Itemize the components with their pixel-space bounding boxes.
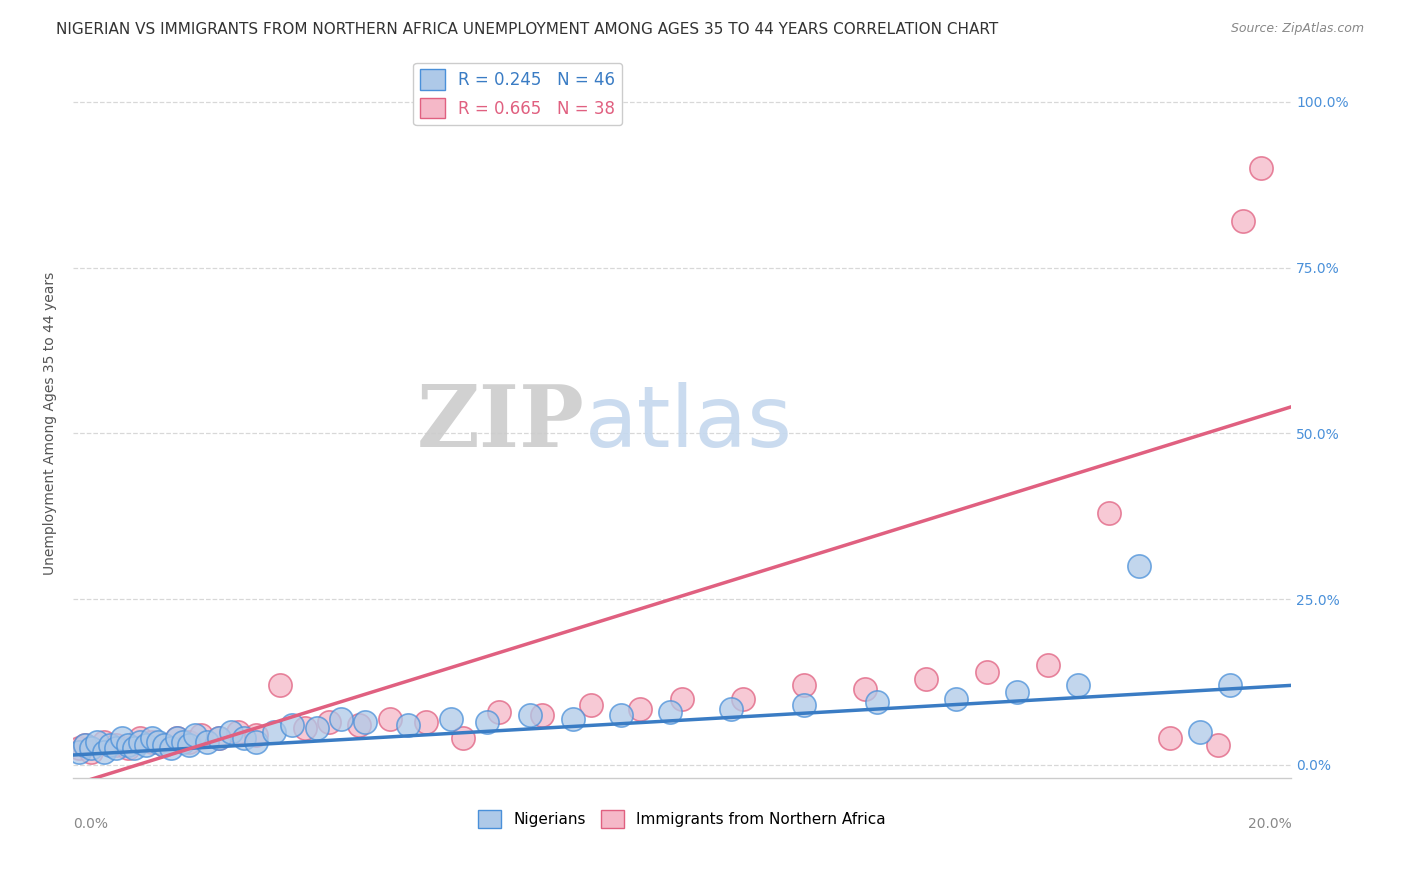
Point [67,741,90,756]
Text: NIGERIAN VS IMMIGRANTS FROM NORTHERN AFRICA UNEMPLOYMENT AMONG AGES 35 TO 44 YEA: NIGERIAN VS IMMIGRANTS FROM NORTHERN AFR… [56,22,998,37]
Point [177,738,200,752]
Point [945,691,967,706]
Point [232,731,254,746]
Point [378,712,401,726]
Point [80,741,103,756]
Point [610,708,633,723]
Point [853,681,876,696]
Point [184,728,207,742]
Point [190,728,212,742]
Point [1036,658,1059,673]
Y-axis label: Unemployment Among Ages 35 to 44 years: Unemployment Among Ages 35 to 44 years [44,272,58,575]
Point [1219,678,1241,692]
Point [720,701,742,715]
Point [1250,161,1272,175]
Point [67,745,90,759]
Point [915,672,938,686]
Point [396,718,419,732]
Point [531,708,554,723]
Point [793,698,815,713]
Point [1188,724,1211,739]
Point [93,745,115,759]
Point [245,735,267,749]
Point [1005,685,1028,699]
Point [117,741,139,756]
Point [1097,506,1119,520]
Point [1206,738,1229,752]
Point [153,738,176,752]
Legend: Nigerians, Immigrants from Northern Africa: Nigerians, Immigrants from Northern Afri… [472,804,893,834]
Point [208,731,231,746]
Point [1232,214,1254,228]
Point [166,731,188,746]
Point [129,731,152,746]
Point [415,714,437,729]
Point [793,678,815,692]
Point [305,722,328,736]
Point [866,695,889,709]
Point [245,728,267,742]
Point [263,724,285,739]
Point [208,731,231,746]
Point [628,701,651,715]
Point [141,735,163,749]
Point [281,718,304,732]
Point [172,735,194,749]
Point [976,665,998,679]
Point [75,738,97,752]
Point [195,735,218,749]
Point [519,708,541,723]
Point [318,714,340,729]
Point [349,718,371,732]
Point [141,731,163,746]
Point [659,705,682,719]
Point [330,712,353,726]
Point [75,738,97,752]
Point [111,731,134,746]
Point [269,678,291,692]
Point [733,691,755,706]
Point [561,712,583,726]
Point [579,698,602,713]
Point [104,738,127,752]
Point [166,731,188,746]
Point [1067,678,1090,692]
Point [451,731,474,746]
Text: atlas: atlas [585,382,793,465]
Point [177,735,200,749]
Point [129,735,152,749]
Point [226,724,249,739]
Point [148,735,170,749]
Point [1128,559,1150,574]
Point [80,745,103,759]
Point [1159,731,1181,746]
Point [671,691,693,706]
Text: Source: ZipAtlas.com: Source: ZipAtlas.com [1230,22,1364,36]
Point [440,712,463,726]
Point [117,738,139,752]
Point [221,724,243,739]
Point [93,735,115,749]
Point [98,738,121,752]
Point [488,705,510,719]
Point [86,735,108,749]
Point [135,738,157,752]
Point [354,714,377,729]
Point [104,741,127,756]
Point [122,741,145,756]
Text: 20.0%: 20.0% [1247,817,1291,831]
Point [477,714,499,729]
Text: 0.0%: 0.0% [73,817,108,831]
Point [294,722,316,736]
Text: ZIP: ZIP [418,382,585,466]
Point [153,738,176,752]
Point [159,741,181,756]
